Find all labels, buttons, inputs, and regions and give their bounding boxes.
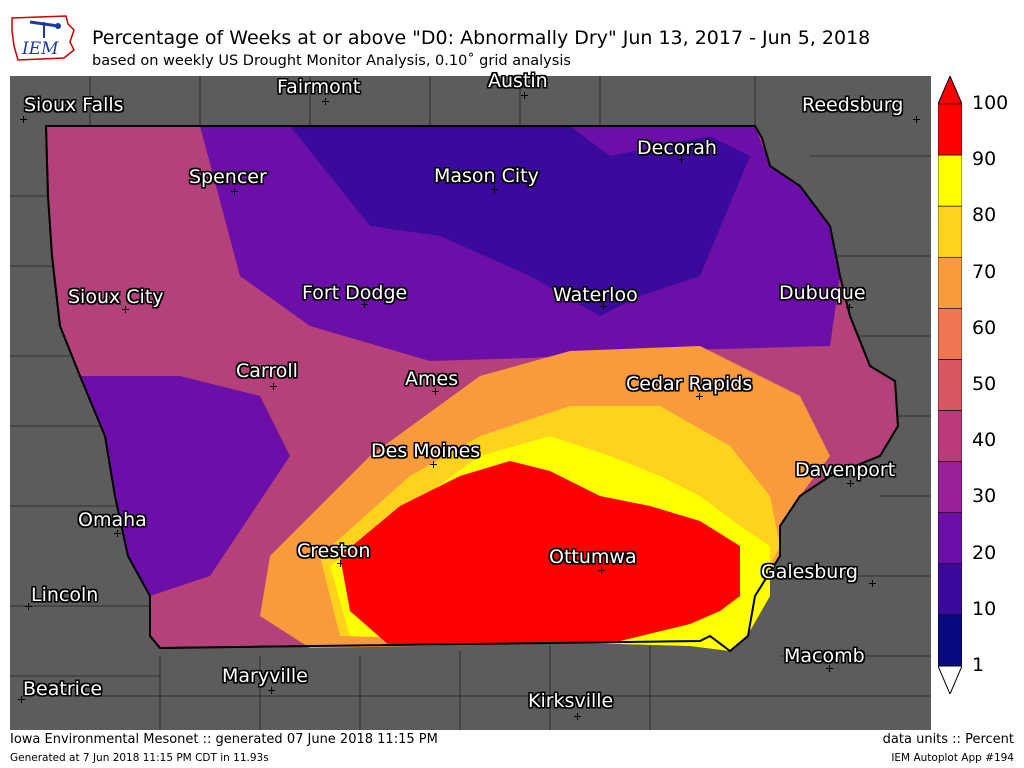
city-marker [598, 567, 605, 574]
colorbar-segment [938, 103, 962, 156]
city-label: Omaha [78, 509, 147, 531]
city-label: Austin [488, 70, 548, 92]
city-label: Ames [405, 368, 459, 390]
colorbar-tick-label: 90 [972, 148, 997, 171]
city-marker [491, 186, 498, 193]
city-label: Sioux City [68, 286, 164, 308]
footer-units: data units :: Percent [882, 732, 1014, 747]
logo-text: IEM [21, 39, 59, 59]
city-label: Ottumwa [549, 546, 637, 568]
city-marker [678, 156, 685, 163]
city-label: Macomb [784, 645, 865, 667]
county-grid [10, 76, 931, 730]
map-subtitle: based on weekly US Drought Monitor Analy… [92, 53, 571, 69]
colorbar-segment [938, 359, 962, 411]
city-marker [869, 580, 876, 587]
city-marker [270, 383, 277, 390]
city-marker [913, 116, 920, 123]
city-marker [696, 393, 703, 400]
city-marker [846, 304, 853, 311]
colorbar-max-arrow [938, 76, 962, 105]
city-label: Carroll [236, 360, 298, 382]
city-label: Decorah [637, 137, 717, 159]
iem-logo: IEM [8, 8, 82, 68]
city-label: Spencer [189, 166, 267, 188]
colorbar-tick-label: 1 [972, 654, 985, 676]
colorbar-tick-label: 80 [972, 204, 997, 227]
colorbar-segment [938, 512, 962, 565]
city-marker [432, 388, 439, 395]
city-label: Kirksville [528, 690, 614, 712]
colorbar-tick-label: 10 [972, 597, 997, 620]
zone-red [340, 461, 740, 646]
zone-west-purple [80, 376, 290, 596]
colorbar-tick-label: 70 [972, 260, 997, 283]
colorbar-segment [938, 614, 962, 667]
colorbar-segment [938, 461, 962, 514]
zone-north-darkblue [290, 126, 750, 316]
city-label: Reedsburg [802, 94, 904, 116]
footer-timing: Generated at 7 Jun 2018 11:15 PM CDT in … [10, 752, 269, 764]
colorbar-tick-label: 20 [972, 541, 997, 564]
city-label: Creston [297, 540, 371, 562]
city-label: Mason City [434, 165, 539, 187]
colorbar-segment [938, 256, 962, 309]
city-marker [18, 696, 25, 703]
city-label: Maryville [222, 665, 308, 687]
city-marker [20, 116, 27, 123]
city-label: Waterloo [553, 284, 638, 306]
city-label: Beatrice [23, 678, 103, 700]
city-label: Dubuque [779, 282, 866, 304]
colorbar-segment [938, 308, 962, 360]
city-marker [337, 560, 344, 567]
colorbar-segment [938, 154, 962, 207]
city-marker [430, 461, 437, 468]
footer-generated: Iowa Environmental Mesonet :: generated … [10, 732, 438, 747]
map-canvas [10, 76, 931, 730]
city-marker [847, 480, 854, 487]
city-marker [25, 603, 32, 610]
city-label: Fort Dodge [302, 282, 408, 304]
city-marker [361, 301, 368, 308]
drought-map [10, 76, 931, 730]
colorbar-tick-label: 50 [972, 373, 997, 395]
city-marker [322, 98, 329, 105]
colorbar-tick-label: 40 [972, 429, 997, 452]
city-marker [114, 530, 121, 537]
city-label: Galesburg [761, 561, 858, 583]
iowa-weather-station-icon: IEM [11, 15, 75, 61]
city-marker [268, 687, 275, 694]
city-marker [574, 713, 581, 720]
footer-app: IEM Autoplot App #194 [891, 752, 1014, 764]
colorbar-min-arrow [938, 665, 962, 694]
city-label: Des Moines [371, 440, 481, 462]
colorbar [938, 76, 962, 694]
iowa-outline [44, 125, 900, 653]
colorbar-segment [938, 205, 962, 258]
colorbar-tick-label: 60 [972, 316, 997, 339]
city-label: Cedar Rapids [626, 373, 753, 395]
city-label: Lincoln [31, 584, 99, 606]
city-marker [122, 306, 129, 313]
colorbar-tick-label: 100 [972, 92, 1009, 114]
colorbar-segment [938, 563, 962, 616]
colorbar-segment [938, 410, 962, 462]
map-title: Percentage of Weeks at or above "D0: Abn… [92, 27, 871, 49]
city-label: Davenport [795, 459, 896, 481]
city-marker [521, 92, 528, 99]
city-marker [826, 665, 833, 672]
city-label: Fairmont [277, 76, 361, 98]
city-label: Sioux Falls [24, 94, 124, 116]
colorbar-tick-label: 30 [972, 485, 997, 508]
city-marker [231, 188, 238, 195]
city-marker [600, 303, 607, 310]
